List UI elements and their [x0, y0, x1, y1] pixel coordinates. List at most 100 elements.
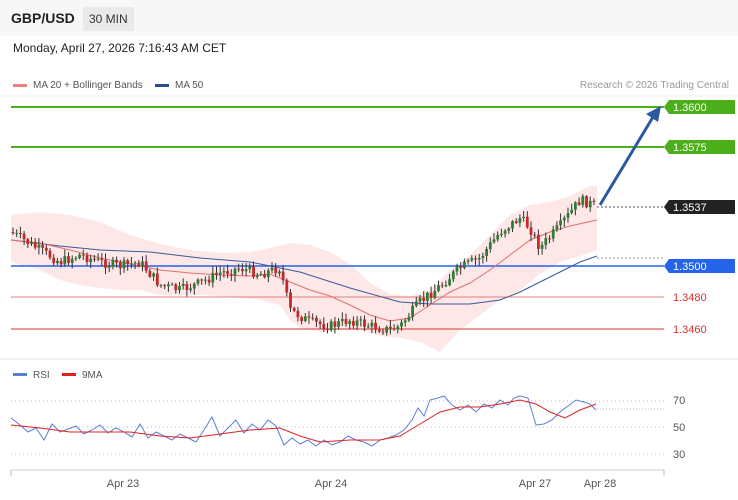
candle-body — [352, 320, 355, 326]
candle-body — [485, 249, 488, 256]
legend-ma20-label: MA 20 + Bollinger Bands — [33, 80, 143, 91]
candle-body — [366, 326, 370, 328]
candle-body — [407, 316, 411, 321]
candle-body — [122, 260, 126, 269]
candle-body — [67, 256, 70, 263]
candle-body — [496, 234, 500, 240]
candle-body — [252, 266, 255, 277]
candle-body — [52, 257, 56, 264]
candle-body — [211, 272, 215, 283]
candle-body — [244, 269, 248, 272]
candle-body — [348, 320, 352, 325]
rsi-legend-rsi: RSI — [13, 370, 50, 381]
legend-ma20: MA 20 + Bollinger Bands — [13, 80, 143, 91]
candle-body — [218, 272, 222, 275]
candle-body — [222, 271, 226, 273]
candle-body — [381, 331, 385, 333]
candle-body — [89, 258, 93, 263]
candle-body — [185, 283, 189, 290]
candle-body — [326, 328, 329, 330]
candle-body — [33, 242, 37, 248]
candle-body — [85, 255, 89, 263]
candle-body — [292, 307, 296, 311]
candle-body — [533, 234, 537, 236]
candle-body — [74, 257, 78, 259]
candle-body — [174, 284, 178, 291]
svg-text:1.3575: 1.3575 — [673, 142, 707, 154]
candle-body — [592, 200, 596, 202]
candle-body — [207, 279, 211, 283]
candle-body — [41, 244, 44, 248]
svg-text:1.3537: 1.3537 — [673, 202, 707, 214]
candle-body — [96, 258, 100, 260]
candle-body — [466, 260, 470, 262]
candle-body — [488, 242, 492, 250]
candle-body — [403, 320, 407, 323]
candle-body — [477, 258, 481, 260]
candle-body — [248, 266, 252, 270]
candle-body — [11, 232, 15, 234]
candle-body — [133, 262, 137, 264]
candle-body — [414, 301, 418, 306]
candle-body — [503, 230, 507, 234]
candle-body — [540, 244, 544, 249]
candle-body — [241, 268, 244, 272]
candle-body — [22, 233, 26, 240]
x-label-apr28: Apr 28 — [584, 478, 616, 490]
candle-body — [581, 196, 585, 205]
candle-body — [126, 260, 130, 264]
forecast-arrow-head — [646, 106, 661, 122]
svg-text:RSI: RSI — [33, 370, 50, 381]
candle-body — [104, 260, 107, 268]
candle-body — [137, 262, 141, 267]
candle-body — [374, 322, 377, 330]
price-tag-pivot-3500: 1.3500 — [664, 259, 735, 273]
svg-text:9MA: 9MA — [82, 370, 103, 381]
candle-body — [233, 268, 237, 276]
candle-body — [507, 228, 511, 231]
candlesticks — [11, 194, 596, 336]
rsi-label-70: 70 — [673, 395, 685, 407]
candle-body — [562, 217, 566, 221]
candle-body — [574, 202, 577, 210]
candle-body — [548, 238, 551, 240]
candle-body — [167, 284, 170, 287]
price-tag-1-3600: 1.3600 — [664, 100, 735, 114]
candle-body — [26, 239, 30, 245]
svg-text:1.3600: 1.3600 — [673, 102, 707, 114]
svg-text:1.3500: 1.3500 — [673, 261, 707, 273]
candle-body — [78, 254, 81, 258]
support-label-2: 1.3460 — [673, 324, 707, 336]
candle-body — [333, 321, 337, 327]
candle-body — [537, 234, 540, 249]
candle-body — [163, 285, 167, 287]
ma20-swatch — [13, 84, 27, 87]
rsi-label-30: 30 — [673, 449, 685, 461]
candle-body — [455, 266, 459, 272]
candle-body — [500, 233, 503, 235]
candle-body — [270, 267, 274, 271]
candle-body — [226, 271, 229, 274]
candle-body — [130, 263, 133, 265]
candle-body — [37, 244, 41, 248]
candle-body — [63, 256, 67, 265]
candle-body — [59, 260, 63, 265]
candle-body — [411, 305, 414, 317]
candle-body — [30, 242, 33, 245]
timeframe-button[interactable]: 30 MIN — [83, 7, 134, 31]
candle-body — [278, 271, 281, 274]
forecast-arrow-line — [598, 116, 655, 206]
candle-body — [107, 266, 111, 268]
candle-body — [19, 232, 22, 234]
candle-body — [329, 321, 333, 330]
candle-body — [181, 283, 185, 286]
rsi-line — [10, 395, 597, 447]
candle-body — [274, 267, 278, 274]
candle-body — [433, 290, 437, 299]
candle-body — [396, 326, 400, 330]
candle-body — [229, 273, 233, 276]
rsi-9ma-line — [10, 399, 597, 443]
x-label-apr23: Apr 23 — [107, 478, 139, 490]
candle-body — [481, 255, 485, 259]
